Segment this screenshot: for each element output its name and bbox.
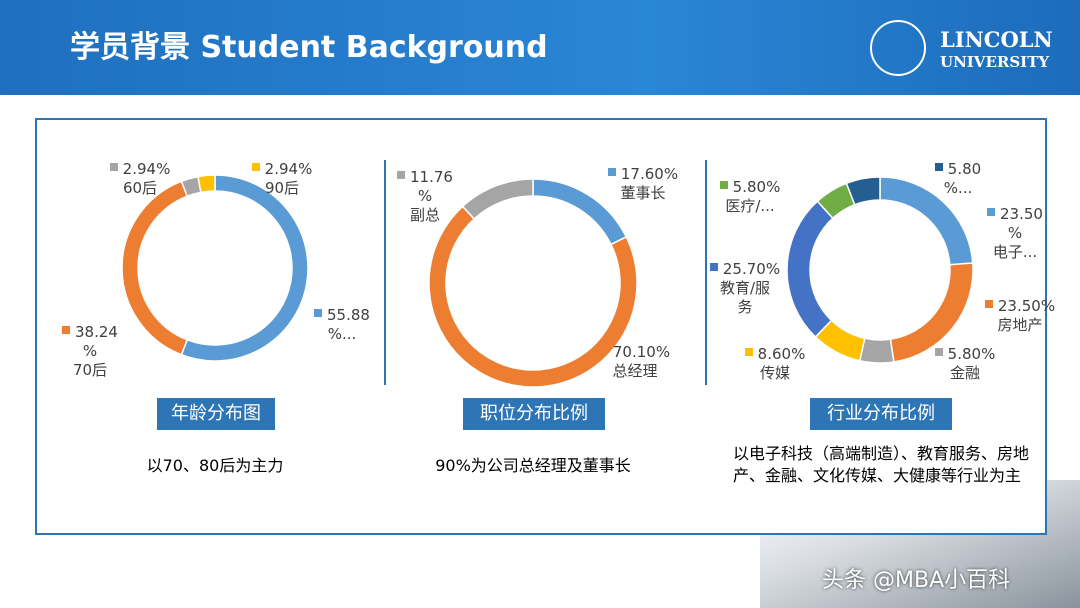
chart-note: 以电子科技（高端制造）、教育服务、房地产、金融、文化传媒、大健康等行业为主 xyxy=(733,444,1030,485)
value-row: 23.50% xyxy=(975,297,1065,316)
value-label: 17.60% xyxy=(620,165,679,183)
donut-segment xyxy=(428,205,638,388)
chart-title: 行业分布比例 xyxy=(810,398,952,430)
chart-title: 年龄分布图 xyxy=(157,398,275,430)
label-marker xyxy=(934,348,943,356)
donut-segment xyxy=(180,174,309,362)
label-marker xyxy=(719,181,728,189)
chart-note: 90%为公司总经理及董事长 xyxy=(435,456,631,475)
slide-title: 学员背景 Student Background xyxy=(70,30,548,65)
donut-segment xyxy=(121,180,189,356)
label-marker xyxy=(397,171,406,179)
label-marker xyxy=(987,208,996,216)
data-label: 8.60% 传媒 xyxy=(735,345,815,383)
data-label: 5.80% 金融 xyxy=(925,345,1005,383)
value-row: 5.80% xyxy=(700,178,800,197)
value-row: 23.50 % xyxy=(975,205,1055,243)
label-marker xyxy=(314,309,323,317)
value-label: 23.50 % xyxy=(1000,205,1043,242)
data-label: 55.88 %... xyxy=(312,306,372,344)
label-marker xyxy=(709,263,718,271)
category-label: 传媒 xyxy=(759,364,790,382)
category-label: 60后 xyxy=(122,179,158,197)
value-row: 25.70% xyxy=(700,260,790,279)
value-row: 70.10% xyxy=(590,343,680,362)
label-marker xyxy=(599,346,608,354)
category-label: 电子... xyxy=(992,243,1038,261)
value-row: 2.94% xyxy=(242,160,322,179)
data-label: 23.50% 房地产 xyxy=(975,297,1065,335)
data-label: 11.76 % 副总 xyxy=(380,168,470,225)
data-label: 2.94% 60后 xyxy=(100,160,180,198)
value-label: 23.50% xyxy=(997,297,1056,315)
label-marker xyxy=(109,163,118,171)
value-label: 2.94% xyxy=(264,160,313,178)
category-label: 医疗/... xyxy=(725,197,775,215)
label-marker xyxy=(62,326,71,334)
data-label: 23.50 % 电子... xyxy=(975,205,1055,262)
value-row: 11.76 % xyxy=(380,168,470,206)
value-row: 17.60% xyxy=(598,165,688,184)
value-row: 2.94% xyxy=(100,160,180,179)
donut-segment xyxy=(858,337,895,364)
category-label: 房地产 xyxy=(997,316,1043,334)
data-label: 25.70% 教育/服务 xyxy=(700,260,790,317)
value-label: 25.70% xyxy=(722,260,781,278)
value-row: 8.60% xyxy=(735,345,815,364)
value-label: 70.10% xyxy=(612,343,671,361)
data-label: 70.10% 总经理 xyxy=(590,343,680,381)
category-label: 70后 xyxy=(72,361,108,379)
logo-emblem xyxy=(870,20,926,76)
donut-segment xyxy=(461,178,534,220)
category-label: 董事长 xyxy=(620,184,666,202)
chart-note: 以70、80后为主力 xyxy=(146,456,284,475)
value-label: 38.24 % xyxy=(75,323,118,360)
logo-text: LINCOLN xyxy=(940,27,1053,52)
label-marker xyxy=(934,163,943,171)
category-label: 90后 xyxy=(264,179,300,197)
value-label: 5.80% xyxy=(732,178,781,196)
logo-text: UNIVERSITY xyxy=(940,53,1050,71)
category-label: 总经理 xyxy=(612,362,658,380)
value-label: 5.80 %... xyxy=(943,160,982,197)
value-label: 2.94% xyxy=(122,160,171,178)
value-label: 5.80% xyxy=(947,345,996,363)
value-label: 55.88 %... xyxy=(327,306,370,343)
value-row: 55.88 %... xyxy=(312,306,372,344)
watermark: 头条 @MBA小百科 xyxy=(822,568,1011,593)
category-label: 教育/服务 xyxy=(719,279,771,316)
value-row: 5.80 %... xyxy=(928,160,988,198)
label-marker xyxy=(984,300,993,308)
value-label: 8.60% xyxy=(757,345,806,363)
label-marker xyxy=(607,168,616,176)
category-label: 金融 xyxy=(949,364,980,382)
data-label: 17.60% 董事长 xyxy=(598,165,688,203)
data-label: 38.24 % 70后 xyxy=(50,323,130,380)
donut-segment xyxy=(845,176,881,206)
data-label: 2.94% 90后 xyxy=(242,160,322,198)
chart-title: 职位分布比例 xyxy=(463,398,605,430)
value-label: 11.76 % xyxy=(410,168,453,205)
donut-segment xyxy=(786,200,834,339)
donut-segment xyxy=(197,174,216,194)
value-row: 38.24 % xyxy=(50,323,130,361)
value-row: 5.80% xyxy=(925,345,1005,364)
data-label: 5.80% 医疗/... xyxy=(700,178,800,216)
label-marker xyxy=(251,163,260,171)
data-label: 5.80 %... xyxy=(928,160,988,198)
category-label: 副总 xyxy=(409,206,440,224)
label-marker xyxy=(744,348,753,356)
